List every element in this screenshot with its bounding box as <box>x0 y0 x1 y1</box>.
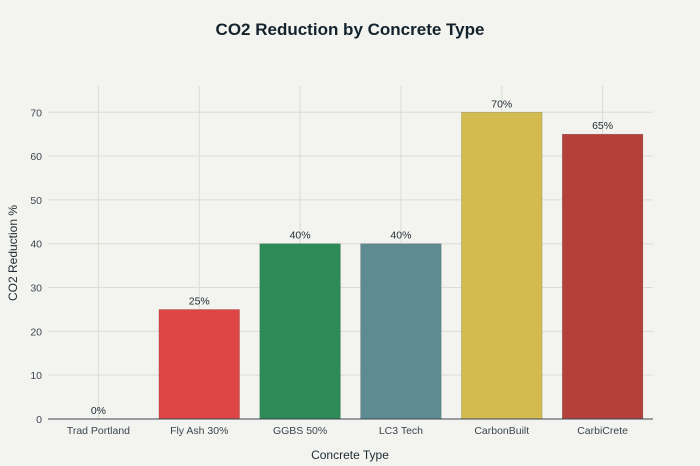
y-tick-label: 40 <box>30 239 42 251</box>
x-tick-label: Trad Portland <box>67 425 130 437</box>
y-tick-label: 70 <box>30 107 42 119</box>
y-tick-label: 10 <box>30 370 42 382</box>
x-tick-label: GGBS 50% <box>273 425 327 437</box>
bar <box>360 243 442 420</box>
y-tick-label: 0 <box>36 414 42 426</box>
x-tick-labels: Trad Portland Fly Ash 30% GGBS 50% LC3 Tech… <box>67 425 628 437</box>
x-tick-label: CarbonBuilt <box>474 425 529 437</box>
y-tick-label: 50 <box>30 195 42 207</box>
bar-data-label: 65% <box>592 120 613 132</box>
x-axis-label: Concrete Type <box>311 448 389 462</box>
bar-data-label: 0% <box>91 405 106 417</box>
y-tick-labels: 0 10 20 30 40 50 60 70 <box>30 107 42 426</box>
bar <box>461 111 543 420</box>
bars <box>158 111 644 420</box>
chart-title: CO2 Reduction by Concrete Type <box>216 20 485 39</box>
x-tick-label: CarbiCrete <box>577 425 628 437</box>
bar-data-label: 40% <box>290 230 311 242</box>
bar-data-label: 25% <box>189 295 210 307</box>
x-tick-label: Fly Ash 30% <box>170 425 228 437</box>
y-tick-label: 60 <box>30 151 42 163</box>
bar <box>158 309 240 420</box>
bar-data-label: 70% <box>491 98 512 110</box>
y-tick-label: 20 <box>30 326 42 338</box>
y-tick-label: 30 <box>30 283 42 295</box>
bar-data-label: 40% <box>390 230 411 242</box>
y-axis-label: CO2 Reduction % <box>6 205 20 301</box>
bar <box>259 243 341 420</box>
x-tick-label: LC3 Tech <box>379 425 423 437</box>
data-labels: 0% 25% 40% 40% 70% 65% <box>91 98 613 417</box>
bar <box>561 133 644 420</box>
